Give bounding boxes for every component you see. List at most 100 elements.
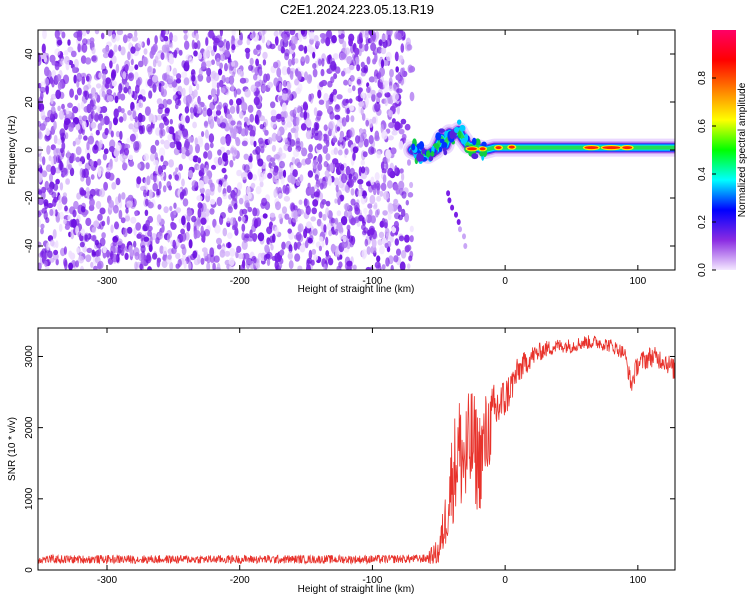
noise-speckle [186,221,191,232]
noise-speckle [120,108,125,114]
noise-speckle [138,102,143,109]
noise-speckle [387,212,392,221]
noise-speckle [358,32,363,43]
noise-speckle [282,80,288,87]
noise-speckle [166,233,171,243]
noise-speckle [81,76,86,85]
noise-speckle [219,249,226,258]
noise-speckle [219,30,223,37]
noise-speckle [387,34,391,40]
noise-speckle [67,102,73,109]
noise-speckle [151,252,158,260]
noise-speckle [261,84,267,92]
noise-speckle [130,216,137,224]
noise-speckle [360,92,366,99]
noise-speckle [216,57,221,67]
noise-speckle [63,50,69,56]
noise-speckle [314,127,319,137]
noise-speckle [169,118,173,125]
noise-speckle [76,192,82,200]
noise-speckle [347,130,351,141]
noise-speckle [216,196,223,207]
noise-speckle [53,134,58,144]
noise-speckle [97,123,103,131]
noise-speckle [153,159,159,166]
snr-plot-area [38,335,675,565]
noise-speckle [124,81,130,88]
noise-speckle [330,60,337,71]
noise-speckle [374,135,380,142]
noise-speckle [134,64,139,70]
noise-speckle [42,252,47,260]
noise-speckle [314,174,319,181]
noise-speckle [353,202,360,212]
noise-speckle [144,106,151,116]
signal-blob [442,147,447,153]
noise-speckle [197,52,203,60]
noise-speckle [236,104,240,115]
noise-speckle [109,60,113,69]
noise-speckle [365,97,369,106]
noise-speckle [409,235,414,243]
noise-speckle [147,66,152,73]
noise-speckle [44,134,51,142]
noise-speckle [341,173,347,184]
noise-speckle [89,37,95,44]
noise-speckle [298,224,302,234]
noise-speckle [286,66,291,75]
noise-speckle [83,106,90,113]
noise-speckle [262,59,267,66]
noise-speckle [172,67,178,77]
signal-hotspot-core [622,146,633,150]
noise-speckle [382,81,387,88]
noise-speckle [59,182,64,191]
noise-speckle [184,106,190,114]
noise-speckle [270,101,276,109]
noise-speckle [318,58,322,66]
noise-speckle [120,46,126,56]
noise-speckle [72,209,77,218]
noise-speckle [58,223,63,232]
noise-speckle [295,231,302,242]
noise-speckle [385,149,392,159]
noise-speckle [181,215,186,226]
noise-speckle [59,211,64,220]
noise-speckle [54,30,60,39]
noise-speckle [38,172,43,183]
noise-speckle [143,153,150,161]
noise-speckle [149,153,155,162]
noise-speckle [231,61,236,67]
noise-speckle [44,66,50,77]
noise-speckle [205,37,209,47]
noise-speckle [333,73,338,80]
noise-speckle [99,207,106,215]
noise-speckle [252,174,258,181]
noise-speckle [71,153,76,162]
noise-speckle [310,259,315,266]
noise-speckle [354,47,360,56]
noise-speckle [197,73,204,82]
noise-speckle [131,108,137,119]
noise-speckle [174,174,179,181]
noise-speckle [206,253,211,264]
noise-speckle [394,212,401,220]
noise-speckle [57,105,61,112]
noise-speckle [241,208,248,215]
noise-speckle [400,250,407,259]
noise-speckle [331,130,336,137]
noise-speckle [325,200,331,207]
noise-speckle [73,58,79,68]
noise-speckle [259,181,264,188]
x-tick-label: -200 [230,575,250,586]
noise-speckle [188,85,193,95]
noise-speckle [224,250,231,257]
noise-speckle [381,130,388,140]
noise-speckle [317,162,323,171]
noise-speckle [38,197,44,206]
noise-speckle [101,63,106,71]
noise-speckle [128,123,134,130]
noise-speckle [229,99,234,106]
noise-speckle [193,104,198,113]
noise-speckle [332,158,339,165]
noise-speckle [115,142,122,152]
